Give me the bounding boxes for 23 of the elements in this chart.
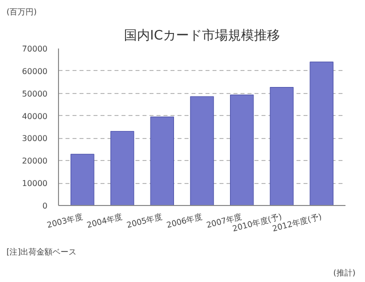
y-tick-label: 50000 — [22, 89, 48, 98]
bar — [270, 87, 294, 206]
y-tick-label: 30000 — [22, 134, 48, 144]
y-tick-label: 70000 — [22, 44, 48, 54]
x-tick-label: 2006年度 — [166, 212, 204, 230]
text: (推計) — [333, 268, 356, 278]
bar — [70, 154, 94, 206]
y-tick-label: 40000 — [22, 112, 48, 121]
y-tick-label: 60000 — [22, 66, 48, 76]
text: [注]出荷金額ベース — [6, 248, 77, 256]
y-axis-title: (百万円) — [6, 8, 37, 16]
bar — [110, 130, 134, 206]
bar — [190, 96, 214, 206]
y-tick-label: 0 — [42, 202, 48, 210]
x-tick-label: 2005年度 — [126, 212, 164, 230]
y-tick-label: 10000 — [22, 179, 48, 188]
chart-title: 国内ICカード市場規模推移 — [124, 28, 280, 44]
bar — [150, 116, 174, 206]
bar — [310, 62, 334, 206]
y-tick-label: 20000 — [22, 156, 48, 166]
bar — [230, 94, 254, 206]
x-tick-label: 2003年度 — [46, 212, 84, 230]
x-tick-label: 2004年度 — [86, 212, 124, 230]
